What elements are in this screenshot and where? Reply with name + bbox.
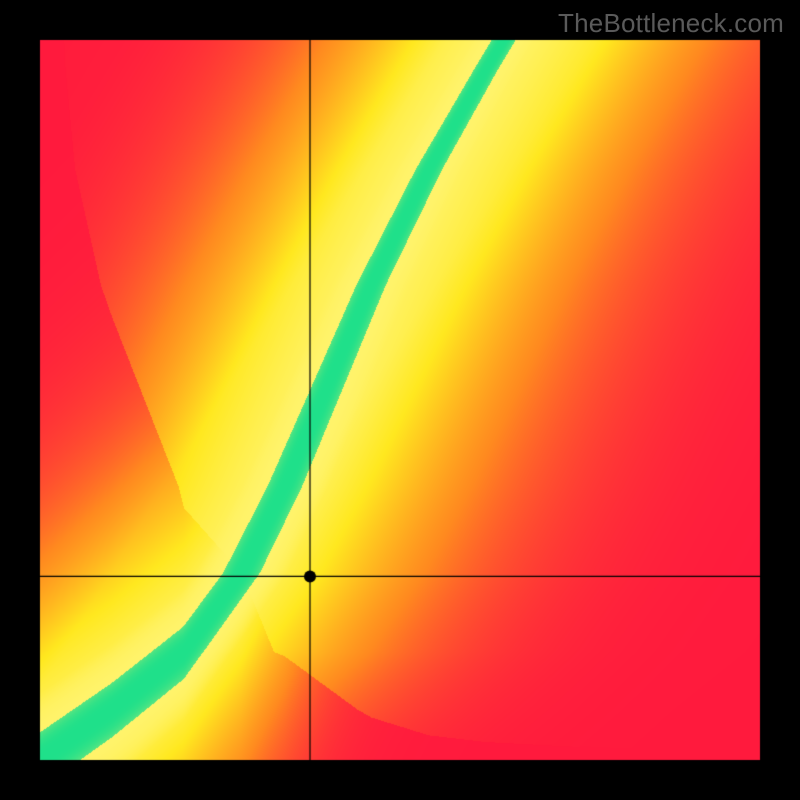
- watermark-label: TheBottleneck.com: [558, 8, 784, 39]
- chart-root: TheBottleneck.com: [0, 0, 800, 800]
- heatmap-canvas: [0, 0, 800, 800]
